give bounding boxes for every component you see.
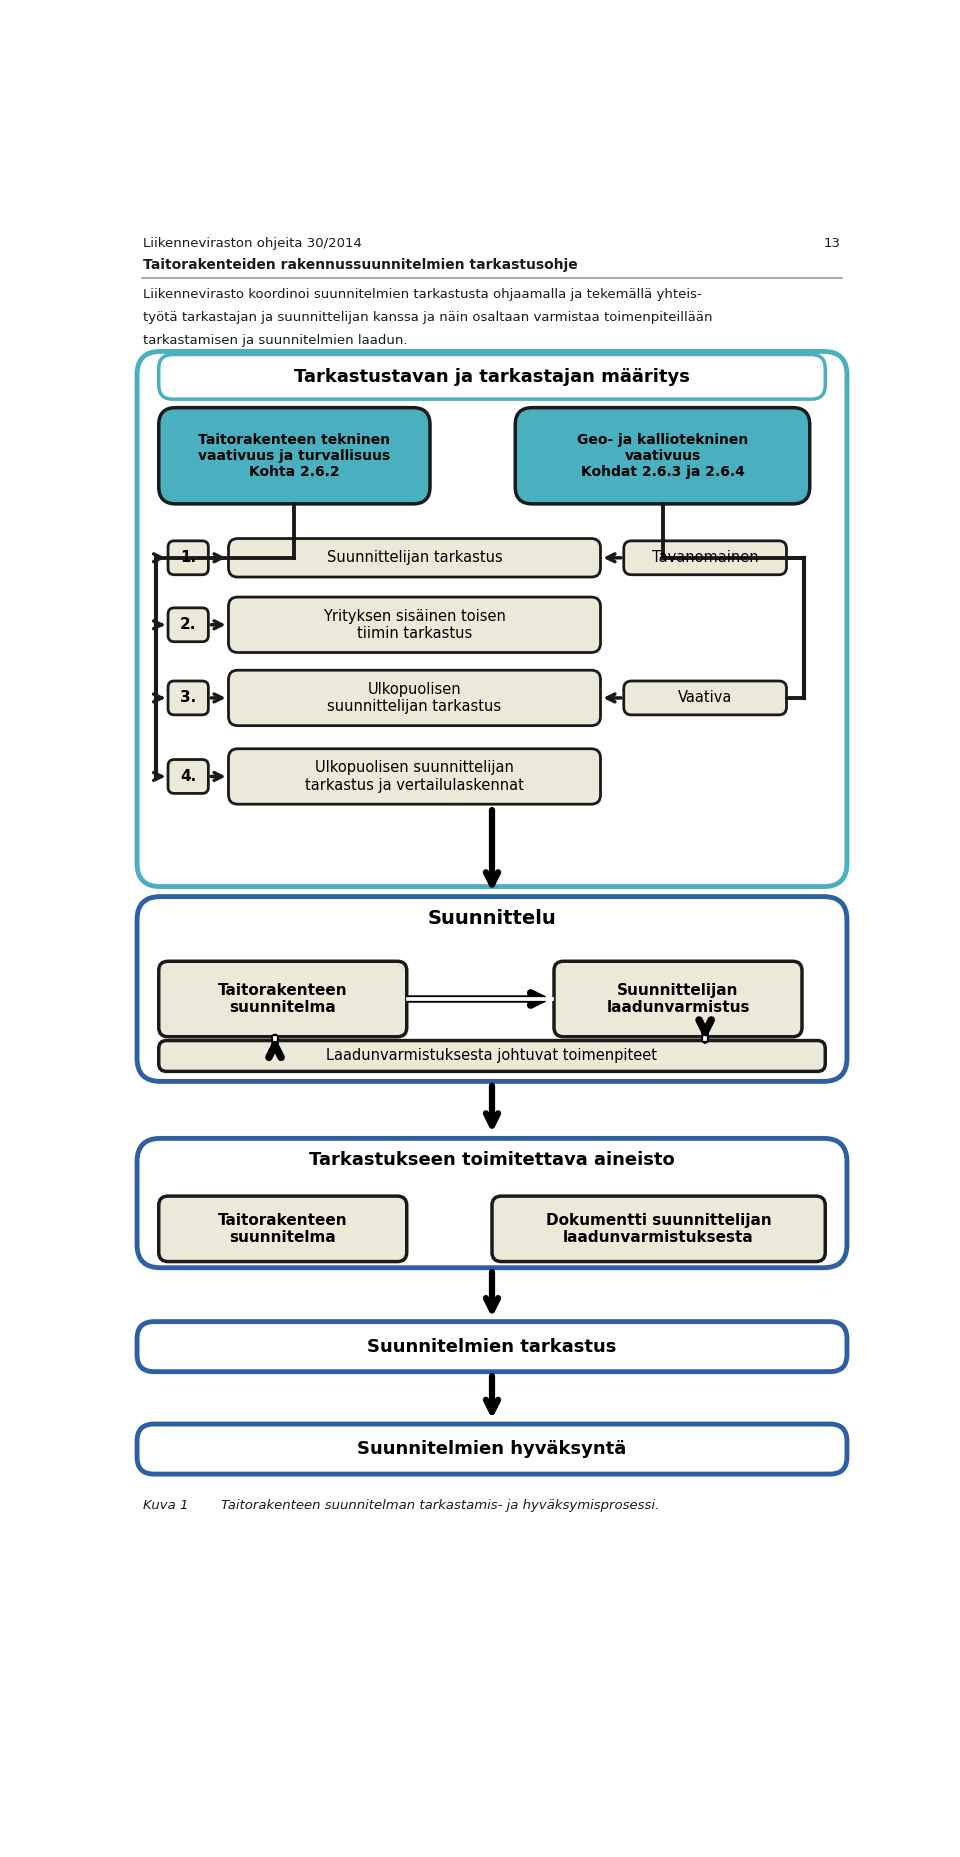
Text: Ulkopuolisen suunnittelijan
tarkastus ja vertailulaskennat: Ulkopuolisen suunnittelijan tarkastus ja… — [305, 760, 524, 793]
Text: Suunnittelu: Suunnittelu — [427, 908, 557, 928]
Text: Kuva 1: Kuva 1 — [143, 1499, 188, 1512]
FancyBboxPatch shape — [228, 598, 601, 652]
FancyBboxPatch shape — [137, 351, 847, 886]
Text: 4.: 4. — [180, 769, 197, 784]
Text: Liikenneviraston ohjeita 30/2014: Liikenneviraston ohjeita 30/2014 — [143, 236, 362, 249]
Text: työtä tarkastajan ja suunnittelijan kanssa ja näin osaltaan varmistaa toimenpite: työtä tarkastajan ja suunnittelijan kans… — [143, 312, 712, 325]
Text: Tavanomainen: Tavanomainen — [652, 550, 758, 565]
Text: 3.: 3. — [180, 691, 197, 706]
FancyBboxPatch shape — [228, 670, 601, 726]
Text: Tarkastukseen toimitettava aineisto: Tarkastukseen toimitettava aineisto — [309, 1151, 675, 1168]
FancyBboxPatch shape — [624, 540, 786, 574]
Text: Suunnittelijan tarkastus: Suunnittelijan tarkastus — [326, 550, 502, 565]
FancyBboxPatch shape — [137, 1138, 847, 1268]
Text: Taitorakenteiden rakennussuunnitelmien tarkastusohje: Taitorakenteiden rakennussuunnitelmien t… — [143, 258, 578, 273]
FancyBboxPatch shape — [158, 962, 407, 1036]
FancyBboxPatch shape — [168, 607, 208, 643]
FancyBboxPatch shape — [492, 1196, 826, 1261]
Text: tarkastamisen ja suunnitelmien laadun.: tarkastamisen ja suunnitelmien laadun. — [143, 334, 408, 347]
Text: 13: 13 — [824, 236, 841, 249]
Text: 1.: 1. — [180, 550, 196, 565]
Text: Ulkopuolisen
suunnittelijan tarkastus: Ulkopuolisen suunnittelijan tarkastus — [327, 682, 501, 715]
FancyBboxPatch shape — [158, 1196, 407, 1261]
Text: Laadunvarmistuksesta johtuvat toimenpiteet: Laadunvarmistuksesta johtuvat toimenpite… — [326, 1049, 658, 1064]
Text: Taitorakenteen suunnitelman tarkastamis- ja hyväksymisprosessi.: Taitorakenteen suunnitelman tarkastamis-… — [221, 1499, 659, 1512]
Text: Liikennevirasto koordinoi suunnitelmien tarkastusta ohjaamalla ja tekemällä yhte: Liikennevirasto koordinoi suunnitelmien … — [143, 288, 702, 301]
FancyBboxPatch shape — [554, 962, 802, 1036]
Text: Dokumentti suunnittelijan
laadunvarmistuksesta: Dokumentti suunnittelijan laadunvarmistu… — [545, 1213, 772, 1244]
Text: Taitorakenteen
suunnitelma: Taitorakenteen suunnitelma — [218, 1213, 348, 1244]
Text: Yrityksen sisäinen toisen
tiimin tarkastus: Yrityksen sisäinen toisen tiimin tarkast… — [324, 609, 506, 641]
FancyBboxPatch shape — [228, 748, 601, 804]
FancyBboxPatch shape — [168, 540, 208, 574]
Text: Taitorakenteen tekninen
vaativuus ja turvallisuus
Kohta 2.6.2: Taitorakenteen tekninen vaativuus ja tur… — [199, 433, 391, 479]
Text: Geo- ja kalliotekninen
vaativuus
Kohdat 2.6.3 ja 2.6.4: Geo- ja kalliotekninen vaativuus Kohdat … — [577, 433, 748, 479]
Text: Suunnitelmien hyväksyntä: Suunnitelmien hyväksyntä — [357, 1439, 627, 1458]
FancyBboxPatch shape — [228, 539, 601, 578]
FancyBboxPatch shape — [137, 897, 847, 1081]
FancyBboxPatch shape — [158, 409, 430, 503]
FancyBboxPatch shape — [168, 760, 208, 793]
FancyBboxPatch shape — [168, 682, 208, 715]
Text: Suunnitelmien tarkastus: Suunnitelmien tarkastus — [368, 1337, 616, 1356]
Text: 2.: 2. — [180, 617, 197, 631]
Text: Taitorakenteen
suunnitelma: Taitorakenteen suunnitelma — [218, 982, 348, 1016]
Text: Vaativa: Vaativa — [678, 691, 732, 706]
FancyBboxPatch shape — [158, 355, 826, 399]
FancyBboxPatch shape — [137, 1322, 847, 1372]
FancyBboxPatch shape — [516, 409, 809, 503]
FancyBboxPatch shape — [158, 1040, 826, 1071]
FancyBboxPatch shape — [624, 682, 786, 715]
Text: Suunnittelijan
laadunvarmistus: Suunnittelijan laadunvarmistus — [607, 982, 750, 1016]
FancyBboxPatch shape — [137, 1424, 847, 1474]
Text: Tarkastustavan ja tarkastajan määritys: Tarkastustavan ja tarkastajan määritys — [294, 368, 690, 386]
